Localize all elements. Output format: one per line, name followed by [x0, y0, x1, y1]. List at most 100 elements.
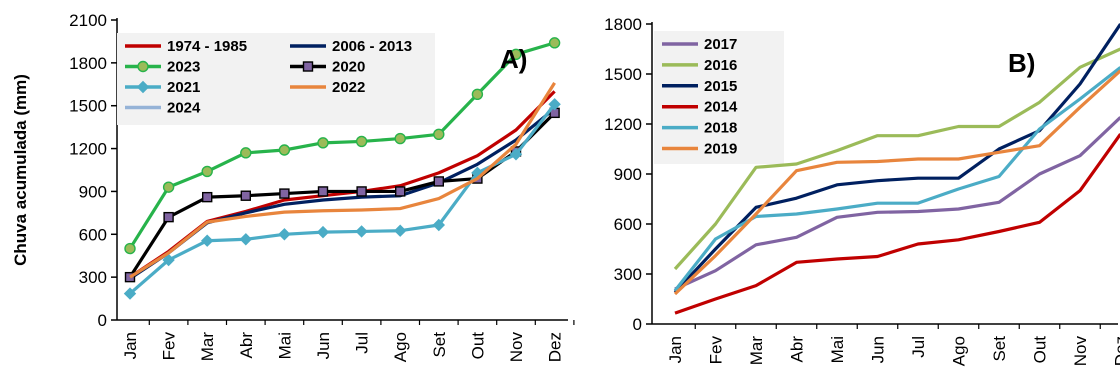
x-tick-label: Mai: [828, 336, 847, 363]
data-point: [201, 165, 213, 178]
y-tick-label: 300: [614, 265, 642, 284]
legend-marker: [137, 60, 149, 73]
legend-label: 2022: [332, 79, 365, 96]
y-tick-label: 900: [614, 165, 642, 184]
x-tick-label: Jun: [314, 332, 333, 359]
legend-label: 2006 - 2013: [332, 38, 412, 55]
legend-label: 2018: [704, 120, 737, 137]
x-tick-label: Abr: [237, 332, 256, 359]
y-tick-label: 1500: [69, 97, 107, 116]
legend-box: [654, 31, 784, 164]
y-tick-label: 900: [79, 182, 107, 201]
x-tick-label: Dez: [546, 332, 565, 362]
data-point: [200, 234, 214, 247]
legend-label: 2024: [167, 100, 201, 117]
panel-label: B): [1008, 48, 1035, 78]
legend-marker: [302, 61, 314, 72]
data-point: [355, 135, 368, 148]
y-tick-label: 1800: [69, 54, 107, 73]
panel-a: 0 300 600 900 1200 1500 1800 2100 Jan Fev Mar Abr Ma…: [11, 11, 575, 363]
legend-label: 1974 - 1985: [167, 38, 247, 55]
data-point: [433, 176, 444, 187]
y-tick-label: 2100: [69, 11, 107, 30]
y-tick-label: 600: [79, 225, 107, 244]
data-point: [432, 218, 446, 232]
x-tick-label: Nov: [507, 332, 526, 363]
x-tick-label: Fev: [160, 332, 179, 361]
data-point: [240, 190, 252, 201]
data-point: [240, 147, 252, 159]
data-point: [356, 186, 367, 197]
x-tick-label: Mar: [747, 336, 766, 366]
x-tick-label: Ago: [950, 336, 969, 366]
x-tick-label: Mar: [198, 332, 217, 362]
data-point: [355, 225, 368, 238]
data-point: [510, 48, 522, 60]
y-tick-label: 0: [98, 311, 107, 330]
legend-label: 2023: [167, 59, 200, 76]
legend-label: 2015: [704, 78, 737, 95]
y-tick-label: 1200: [604, 115, 642, 134]
data-point: [395, 186, 406, 197]
series-line: [673, 47, 1120, 271]
legend-label: 2021: [167, 79, 200, 96]
legend-box: [117, 33, 435, 125]
series-line: [129, 82, 556, 279]
x-tick-label: Abr: [788, 336, 807, 363]
x-tick-label: Jun: [869, 336, 888, 363]
x-tick-label: Jul: [909, 336, 928, 358]
panel-label: A): [500, 44, 527, 74]
x-tick-label: Ago: [391, 332, 410, 362]
x-tick-label: Jul: [353, 332, 372, 354]
x-tick-label: Mai: [275, 332, 294, 359]
x-tick-label: Out: [1031, 336, 1050, 364]
x-tick-label: Set: [990, 336, 1009, 362]
legend-label: 2016: [704, 57, 737, 74]
data-point: [201, 191, 213, 203]
y-tick-label: 1500: [604, 65, 642, 84]
panel-b: 0 300 600 900 1200 1500 1800 Jan Fev Mar Abr Mai Jun…: [604, 15, 1120, 366]
data-point: [278, 144, 291, 156]
x-tick-label: Jan: [121, 332, 140, 359]
x-tick-label: Out: [468, 332, 487, 360]
legend-label: 2019: [704, 141, 737, 158]
data-point: [239, 233, 253, 246]
y-tick-label: 1200: [69, 140, 107, 159]
legend-label: 2020: [332, 59, 365, 76]
x-tick-label: Set: [430, 332, 449, 358]
data-point: [278, 228, 291, 241]
data-point: [124, 242, 136, 255]
x-tick-label: Nov: [1071, 336, 1090, 367]
x-tick-label: Dez: [1112, 336, 1120, 366]
data-point: [162, 181, 175, 193]
data-point: [316, 225, 330, 239]
y-tick-label: 0: [633, 315, 642, 334]
y-tick-label: 300: [79, 268, 107, 287]
data-point: [317, 186, 329, 197]
data-point: [163, 211, 174, 223]
data-point: [471, 88, 484, 100]
data-point: [548, 98, 561, 111]
x-tick-label: Jan: [666, 336, 685, 363]
series-line: [674, 116, 1120, 291]
series-line: [674, 133, 1120, 315]
legend-label: 2017: [704, 36, 737, 53]
y-tick-label: 1800: [604, 15, 642, 34]
y-axis-title: Chuva acumulada (mm): [11, 74, 30, 266]
series-line: [128, 103, 556, 295]
data-point: [279, 188, 290, 199]
data-point: [548, 37, 561, 49]
data-point: [433, 128, 445, 140]
series-line: [128, 41, 556, 250]
data-point: [394, 132, 406, 145]
legend-marker: [136, 80, 150, 94]
y-tick-label: 600: [614, 215, 642, 234]
data-point: [317, 137, 329, 149]
data-point: [123, 287, 137, 300]
x-tick-label: Fev: [707, 336, 726, 365]
series-line: [673, 69, 1120, 296]
data-point: [393, 224, 407, 237]
data-point: [162, 253, 175, 267]
legend-label: 2014: [704, 99, 738, 116]
